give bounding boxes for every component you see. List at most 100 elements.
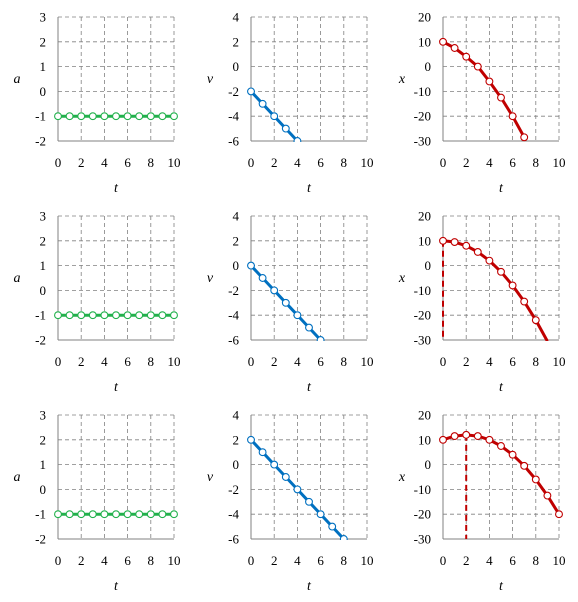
y-tick-label: -2 — [228, 482, 239, 497]
y-tick-label: 0 — [425, 457, 432, 472]
data-point — [531, 316, 540, 325]
x-tick-label: 10 — [361, 354, 374, 369]
data-point — [65, 112, 74, 121]
x-tick-label: 4 — [294, 155, 301, 170]
y-tick-label: -30 — [414, 134, 431, 149]
x-tick-label: 6 — [509, 553, 516, 568]
data-point — [123, 112, 132, 121]
y-tick-label: -4 — [228, 308, 239, 323]
data-point — [543, 491, 552, 500]
y-tick-label: 2 — [40, 233, 47, 248]
x-tick-label: 2 — [463, 354, 470, 369]
data-point — [293, 485, 302, 494]
y-tick-label: -6 — [228, 532, 239, 547]
data-point — [65, 510, 74, 519]
y-tick-label: -6 — [228, 134, 239, 149]
data-point — [247, 261, 255, 270]
data-point — [485, 77, 494, 86]
x-tick-label: 4 — [294, 553, 301, 568]
data-point — [146, 112, 155, 121]
y-tick-label: 0 — [233, 258, 240, 273]
data-point — [247, 87, 255, 96]
data-point — [112, 112, 120, 121]
y-tick-label: -2 — [35, 532, 46, 547]
series-line — [442, 40, 526, 139]
y-tick-label: -1 — [35, 308, 46, 323]
y-tick-label: 2 — [233, 34, 240, 49]
y-tick-label: -20 — [414, 109, 431, 124]
y-tick-label: 0 — [233, 457, 240, 472]
y-tick-label: -2 — [35, 134, 46, 149]
chart-panel-3-1: -2 -1 0 1 2 3 0 2 4 6 8 10 a t — [14, 408, 181, 595]
data-point — [170, 112, 178, 121]
data-point — [158, 510, 167, 519]
chart-panel-1-3: -30 -20 -10 0 10 20 0 2 4 6 8 10 x t — [398, 10, 566, 197]
x-tick-label: 8 — [341, 354, 348, 369]
data-point — [281, 124, 290, 133]
x-tick-label: 8 — [533, 354, 540, 369]
data-point — [328, 522, 337, 531]
plot-area — [54, 311, 178, 320]
x-axis-label: t — [307, 380, 312, 395]
x-axis-label: t — [499, 380, 504, 395]
x-tick-label: 10 — [361, 553, 374, 568]
plot-area — [247, 435, 348, 540]
data-point — [170, 311, 178, 320]
x-tick-label: 8 — [533, 155, 540, 170]
y-tick-label: 10 — [418, 34, 431, 49]
data-point — [135, 510, 144, 519]
x-tick-label: 10 — [553, 553, 566, 568]
y-tick-label: 10 — [418, 432, 431, 447]
x-tick-label: 2 — [463, 553, 470, 568]
data-point — [520, 461, 529, 470]
x-tick-label: 0 — [55, 553, 62, 568]
data-point — [497, 267, 505, 276]
series-line — [442, 239, 549, 341]
data-point — [555, 510, 563, 519]
x-tick-label: 4 — [486, 354, 493, 369]
y-axis-label: v — [207, 470, 214, 485]
data-point — [146, 510, 155, 519]
y-tick-label: -10 — [414, 84, 431, 99]
y-axis-label: x — [398, 470, 406, 485]
data-point — [258, 274, 267, 282]
data-point — [439, 435, 447, 444]
y-tick-label: 2 — [40, 432, 47, 447]
data-point — [88, 510, 97, 519]
y-axis-label: x — [398, 271, 406, 286]
y-axis-label: v — [207, 72, 214, 87]
chart-panel-2-3: -30 -20 -10 0 10 20 0 2 4 6 8 10 x t — [398, 209, 566, 396]
y-tick-label: 3 — [40, 209, 47, 224]
y-tick-label: 1 — [40, 457, 47, 472]
data-point — [158, 112, 167, 121]
y-tick-label: -30 — [414, 333, 431, 348]
x-tick-label: 10 — [168, 155, 181, 170]
x-tick-label: 2 — [78, 553, 85, 568]
chart-panel-1-1: -2 -1 0 1 2 3 0 2 4 6 8 10 a t — [14, 10, 181, 197]
y-axis-label: v — [207, 271, 214, 286]
data-point — [135, 311, 144, 320]
data-point — [531, 475, 540, 484]
data-point — [100, 311, 109, 320]
y-axis-label: a — [14, 72, 21, 87]
data-point — [305, 323, 313, 332]
x-tick-label: 10 — [361, 155, 374, 170]
x-tick-label: 2 — [78, 354, 85, 369]
data-point — [100, 112, 109, 121]
x-tick-label: 8 — [148, 553, 155, 568]
y-tick-label: -10 — [414, 482, 431, 497]
data-point — [88, 311, 97, 320]
y-tick-label: 0 — [40, 482, 47, 497]
y-tick-label: -6 — [228, 333, 239, 348]
x-tick-label: 0 — [55, 155, 62, 170]
x-tick-label: 0 — [440, 354, 447, 369]
x-axis-label: t — [499, 579, 504, 594]
x-tick-label: 0 — [248, 553, 255, 568]
x-tick-label: 8 — [341, 155, 348, 170]
data-point — [508, 450, 517, 459]
data-point — [508, 281, 517, 290]
y-tick-label: 20 — [418, 408, 431, 423]
chart-panel-1-2: -6 -4 -2 0 2 4 0 2 4 6 8 10 v t — [207, 10, 374, 197]
data-point — [485, 435, 494, 444]
chart-panel-2-2: -6 -4 -2 0 2 4 0 2 4 6 8 10 v t — [207, 209, 374, 396]
